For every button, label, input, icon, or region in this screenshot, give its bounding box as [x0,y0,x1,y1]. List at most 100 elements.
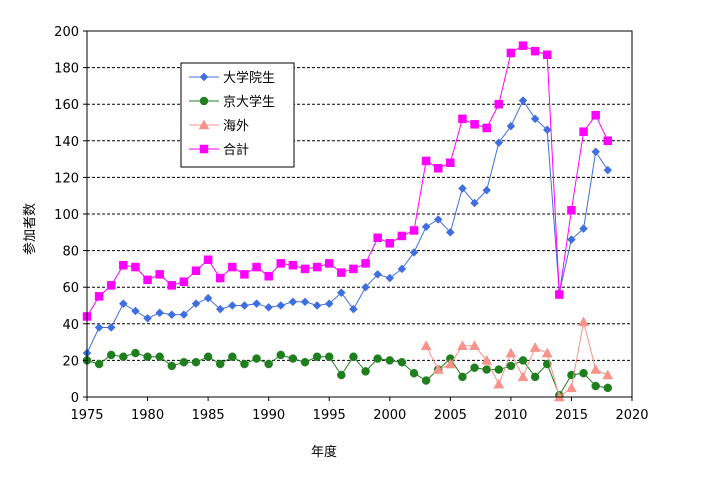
legend-marker [199,72,209,82]
data-point [529,342,541,352]
data-point [119,260,128,270]
y-tick-label: 0 [71,391,79,406]
data-point [361,367,370,376]
data-point [517,371,529,382]
data-point [240,270,249,279]
y-tick-label: 60 [62,281,79,296]
data-point [446,158,455,168]
data-point [179,277,189,286]
data-point [541,347,553,358]
data-point [530,372,540,382]
data-point [530,46,540,56]
data-point [603,383,613,393]
data-point [264,271,273,281]
data-point [421,376,431,385]
data-point [119,352,128,361]
data-point [421,222,431,232]
legend-marker [199,96,209,106]
axis-ticks: 0 20 40 60 80 100 120 140 160 180 200 1975 1980 1985 1… [54,25,648,423]
data-point [482,365,491,374]
data-point [591,110,600,120]
data-point [191,299,201,309]
y-tick-label: 180 [54,62,79,77]
data-point [288,297,298,307]
data-point [324,259,334,268]
data-point [94,292,104,301]
data-point [288,354,298,363]
data-point [433,215,443,224]
data-point [167,281,177,290]
data-point [215,304,225,314]
data-point [131,306,140,316]
y-axis-title: 参加者数 [22,203,38,255]
legend-label: 大学院生 [223,70,275,86]
data-point [506,48,516,58]
data-point [518,41,528,50]
data-point [131,262,140,272]
data-point [264,302,274,312]
data-point [167,310,177,320]
data-point [444,358,456,369]
data-point [579,368,588,378]
data-point [542,125,552,135]
x-tick-label: 1985 [192,408,225,423]
data-point [494,365,504,374]
data-point [252,262,261,272]
data-point [421,156,431,166]
data-point [385,239,395,248]
data-point [337,268,346,277]
data-point [264,359,273,369]
legend-marker [199,144,209,154]
data-point [240,359,249,369]
data-point [530,114,540,124]
legend-label: 海外 [223,119,249,134]
data-point [215,273,225,283]
data-point [288,260,298,270]
x-axis-title: 年度 [311,444,337,460]
data-point [312,262,322,272]
data-point [300,297,310,307]
data-point [397,357,407,367]
data-point [276,350,286,360]
data-point [567,206,576,215]
data-point [203,352,213,361]
data-point [276,259,286,268]
data-point [518,96,528,105]
data-point [155,352,164,361]
data-point [590,364,602,374]
series-2 [82,348,613,400]
data-point [179,310,189,320]
data-point [106,350,116,360]
data-point [603,165,613,175]
data-point [240,301,249,310]
data-point [591,147,601,157]
data-point [94,359,104,369]
data-point [227,301,237,310]
x-tick-label: 2000 [373,408,406,423]
x-tick-label: 1995 [313,408,346,423]
data-point [603,136,613,146]
data-point [409,248,419,257]
data-point [118,299,128,309]
data-point [493,378,505,389]
data-point [579,224,588,233]
data-point [155,270,164,279]
data-point [373,354,382,363]
data-point [324,352,334,361]
data-point [373,270,383,279]
data-point [106,323,116,332]
data-point [203,293,213,303]
x-tick-label: 2015 [555,408,588,423]
x-tick-label: 2005 [434,408,467,423]
data-point [215,359,225,369]
data-point [591,381,600,391]
y-tick-label: 160 [54,98,79,113]
data-point [458,372,467,382]
data-point [94,323,104,332]
data-point [155,308,165,318]
data-point [349,352,358,361]
data-point [445,227,455,237]
data-point [349,304,358,314]
